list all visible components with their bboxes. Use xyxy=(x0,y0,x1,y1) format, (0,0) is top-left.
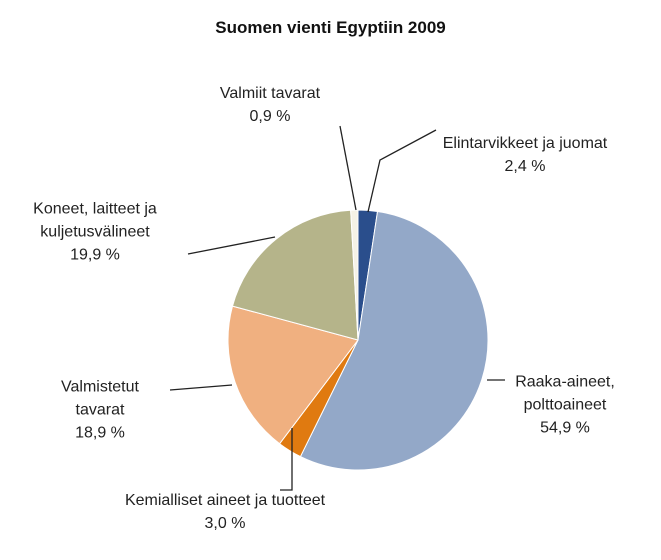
leader-line xyxy=(339,125,357,211)
value-label: 18,9 % xyxy=(75,424,125,442)
leader-line xyxy=(367,129,437,213)
slice-label: Kemialliset aineet ja tuotteet 3,0 % xyxy=(120,489,330,535)
category-label: Raaka-aineet, polttoaineet xyxy=(515,373,615,414)
pie-slice xyxy=(350,209,359,341)
pie-slice xyxy=(231,209,359,341)
chart-title: Suomen vienti Egyptiin 2009 xyxy=(215,18,446,37)
value-label: 3,0 % xyxy=(204,515,246,532)
category-label: Valmistetut tavarat xyxy=(61,378,139,419)
value-label: 2,4 % xyxy=(504,158,546,175)
category-label: Valmiit tavarat xyxy=(219,85,321,102)
value-label: 54,9 % xyxy=(540,419,590,437)
slice-label: Raaka-aineet, polttoaineet 54,9 % xyxy=(490,371,640,440)
pie-slice xyxy=(299,210,489,471)
value-label: 0,9 % xyxy=(249,108,291,125)
pie-slice xyxy=(227,305,359,445)
slice-label: Elintarvikkeet ja juomat 2,4 % xyxy=(430,132,620,178)
slice-label: Koneet, laitteet ja kuljetusvälineet 19,9… xyxy=(20,198,170,267)
category-label: Elintarvikkeet ja juomat xyxy=(442,135,608,152)
leader-line xyxy=(169,384,233,391)
slice-label: Valmistetut tavarat 18,9 % xyxy=(40,376,160,445)
category-label: Koneet, laitteet ja kuljetusvälineet xyxy=(33,200,157,241)
leader-line xyxy=(187,236,276,255)
category-label: Kemialliset aineet ja tuotteet xyxy=(124,492,326,509)
value-label: 19,9 % xyxy=(70,246,120,264)
leader-line xyxy=(280,428,293,491)
slice-label: Valmiit tavarat 0,9 % xyxy=(185,82,355,128)
